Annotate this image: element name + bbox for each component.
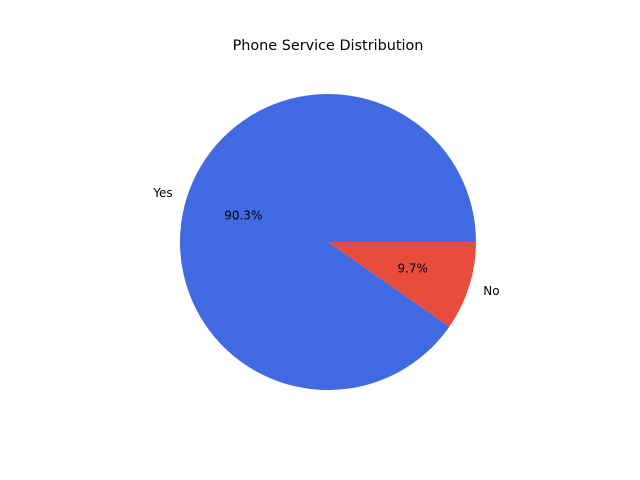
category-label-no: No	[483, 284, 499, 298]
percent-label-yes: 90.3%	[224, 208, 262, 222]
pie-slice-yes	[180, 93, 477, 390]
pie-slices	[180, 93, 477, 390]
chart-title: Phone Service Distribution	[233, 38, 424, 54]
pie-slice-no	[328, 242, 476, 327]
percent-label-no: 9.7%	[397, 262, 428, 276]
category-label-yes: Yes	[152, 186, 172, 200]
pie-labels: Yes 90.3% No 9.7%	[152, 186, 499, 298]
